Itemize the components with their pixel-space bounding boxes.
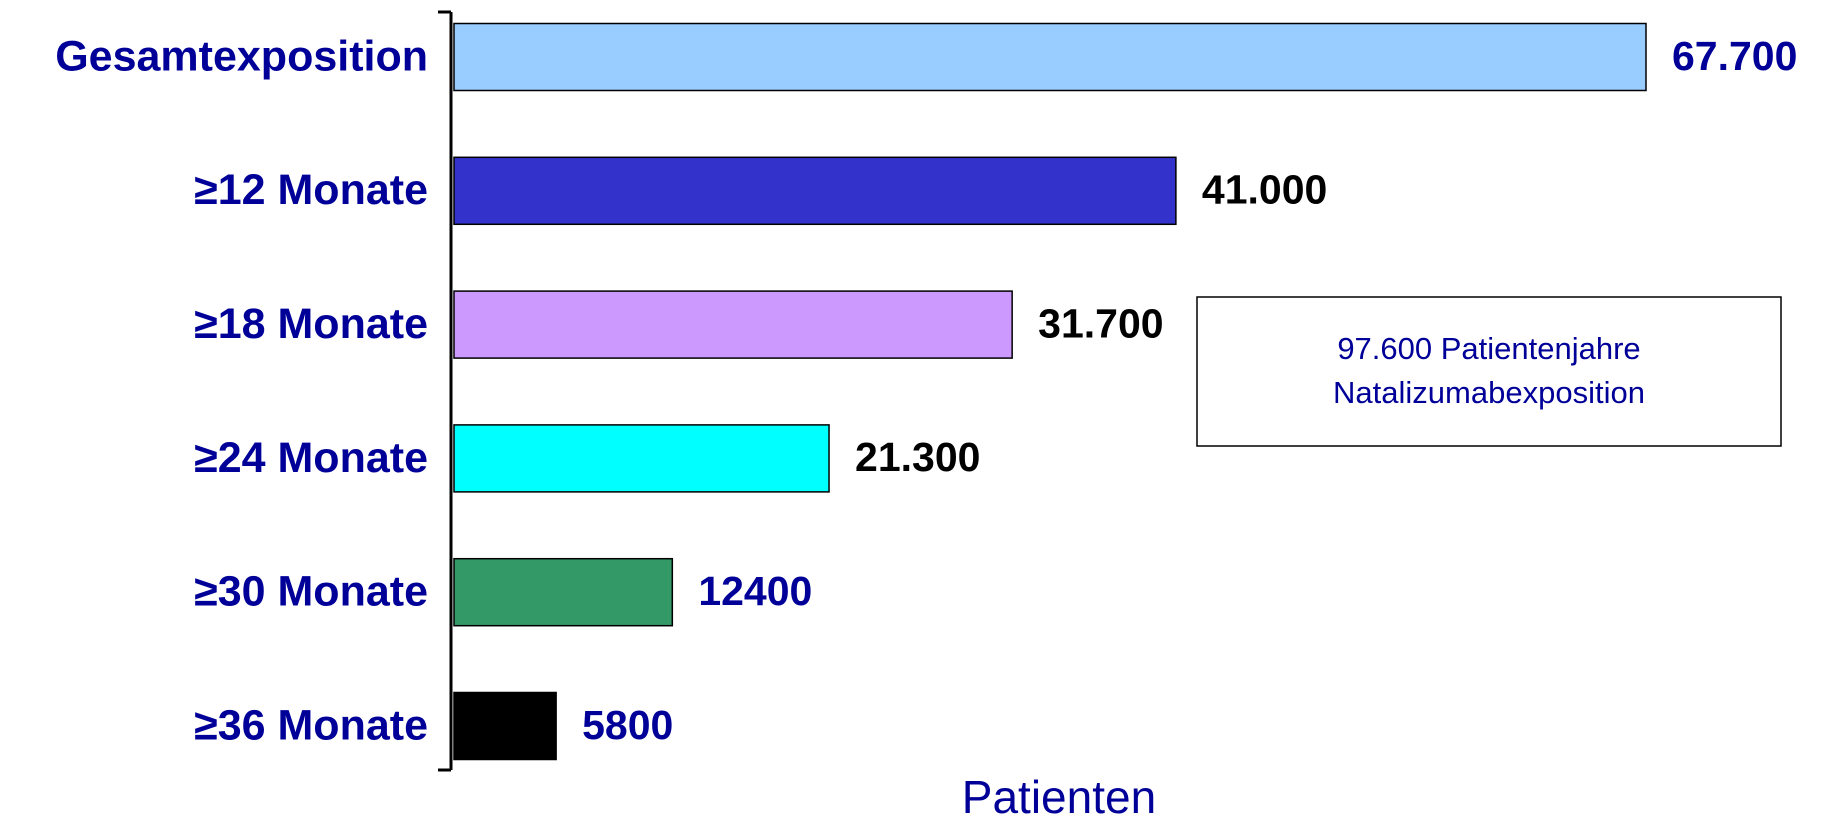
annotation-box xyxy=(1196,296,1782,447)
bar xyxy=(453,290,1013,359)
bar xyxy=(453,557,674,627)
value-label: 31.700 xyxy=(1038,300,1163,346)
value-label: 12400 xyxy=(698,568,812,614)
bar xyxy=(453,691,557,761)
value-label: 67.700 xyxy=(1672,33,1797,79)
value-label: 41.000 xyxy=(1202,167,1327,213)
category-label: ≥12 Monate xyxy=(194,166,428,214)
annotation: Natalizumabexposition xyxy=(1333,375,1645,410)
x-axis-label: Patienten xyxy=(962,771,1156,822)
bar xyxy=(453,424,830,493)
category-label: ≥18 Monate xyxy=(194,300,428,348)
value-label: 21.300 xyxy=(855,434,980,480)
bar xyxy=(453,156,1177,226)
bar xyxy=(453,22,1647,92)
category-label: ≥30 Monate xyxy=(194,568,428,616)
category-label: ≥36 Monate xyxy=(194,701,428,749)
annotation: 97.600 Patientenjahre xyxy=(1337,331,1640,366)
category-label: ≥24 Monate xyxy=(194,434,428,482)
value-label: 5800 xyxy=(582,702,673,748)
category-label: Gesamtexposition xyxy=(55,32,428,80)
